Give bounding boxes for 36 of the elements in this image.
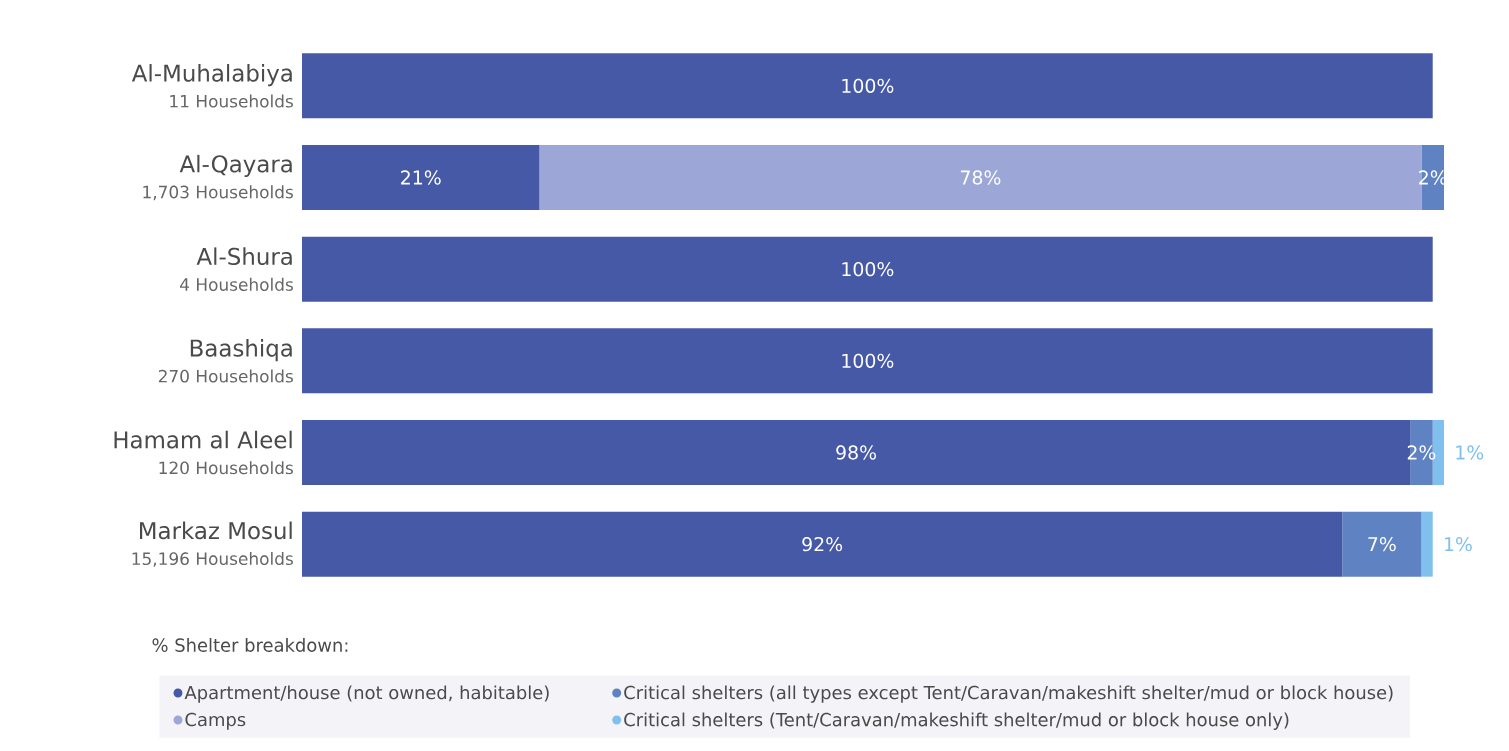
legend-label: Camps (185, 712, 246, 730)
data-label: 100% (842, 353, 894, 368)
data-label: 7% (1368, 536, 1396, 552)
text: 15,196 Households (132, 551, 293, 567)
text: 120 Households (159, 461, 293, 475)
bar (1421, 145, 1445, 210)
legend-title: % Shelter breakdown: (152, 638, 348, 652)
bar (1421, 511, 1433, 577)
bar (302, 236, 1433, 302)
text: 1,703 Households (143, 185, 293, 201)
bar (302, 145, 540, 210)
data-label: 1% (1456, 445, 1484, 460)
y-tick-label: Al-Shura (196, 247, 292, 266)
y-tick-label: Al-Muhalabiya (131, 64, 292, 87)
text: 4 Households (180, 277, 293, 291)
bar (1342, 511, 1422, 577)
text: 270 Households (158, 369, 293, 383)
data-label: 100% (842, 262, 894, 277)
bar (302, 328, 1433, 394)
data-label: 98% (836, 445, 877, 460)
legend-label: Apartment/house (not owned, habitable) (184, 685, 549, 703)
data-label: 100% (842, 78, 894, 93)
data-label: 92% (802, 536, 843, 552)
y-tick-label: Hamam al Aleel (114, 430, 292, 449)
text: 11 Households (170, 94, 293, 108)
legend-label: Critical shelters (Tent/Caravan/makeshift shelter/mud or block house only) (624, 712, 1289, 730)
data-label: 21% (401, 170, 441, 185)
legend-label: Critical shelters (all types except Tent/Caravan/makeshift shelter/mud or block house) (624, 685, 1393, 703)
data-label: 1% (1444, 536, 1472, 552)
y-tick-label: Al-Qayara (179, 154, 292, 178)
bar (302, 511, 1343, 577)
bar (302, 53, 1433, 119)
data-label: 2% (1407, 445, 1436, 460)
y-tick-label: Baashiqa (190, 339, 292, 362)
data-label: 78% (960, 170, 1001, 185)
y-tick-label: Markaz Mosul (140, 521, 292, 540)
